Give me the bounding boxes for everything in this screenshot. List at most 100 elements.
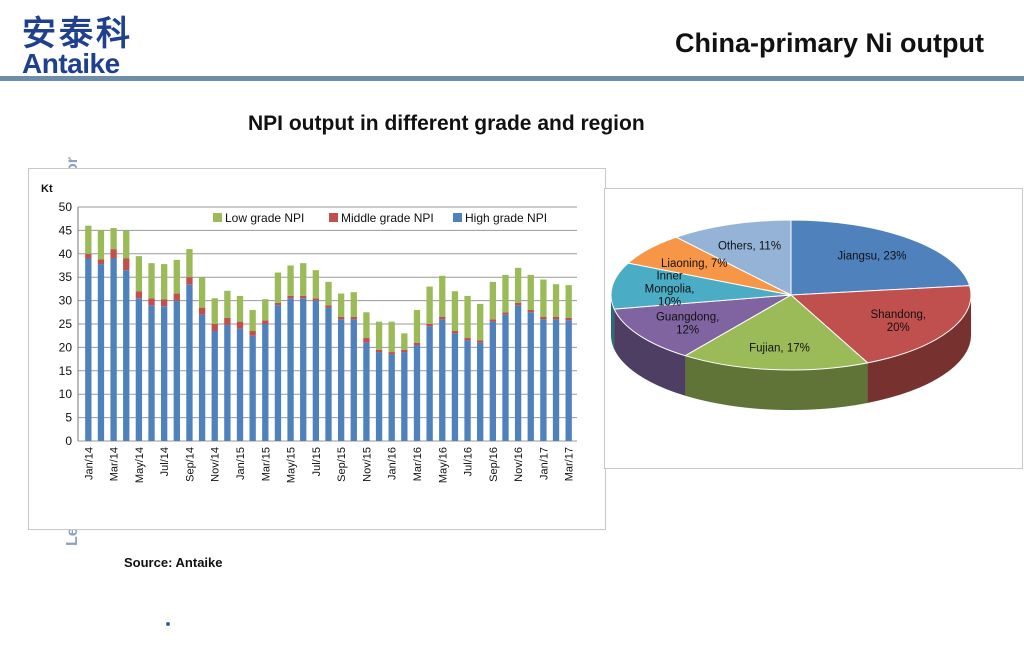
bar-segment xyxy=(477,303,484,341)
bar-segment xyxy=(325,305,332,308)
bar-segment xyxy=(325,307,332,441)
bar-segment xyxy=(161,299,168,307)
bar-segment xyxy=(527,312,534,441)
x-tick-label: Sep/14 xyxy=(184,447,196,482)
bar-segment xyxy=(224,324,231,441)
bar-segment xyxy=(337,319,345,441)
bar-segment xyxy=(426,326,433,441)
bar-chart-frame: 0 5 10 15 20 25 30 35 40 45 50 Kt Jan/14 Mar/14 May/14… xyxy=(28,168,606,530)
bar-segment xyxy=(565,285,572,318)
y-tick-label: 10 xyxy=(59,387,73,401)
legend-label: Middle grade NPI xyxy=(341,211,434,225)
bar-segment xyxy=(464,295,471,339)
x-tick-label: Jan/14 xyxy=(83,447,95,480)
legend-swatch xyxy=(213,213,222,222)
bar-segment xyxy=(477,340,484,343)
bar-segment xyxy=(173,300,180,441)
logo-chinese: 安泰科 xyxy=(22,14,133,54)
bar-segment xyxy=(401,333,408,350)
legend-label: Low grade NPI xyxy=(225,211,304,225)
bar-segment xyxy=(249,309,256,332)
bar-segment xyxy=(502,312,509,315)
pie-slice-label: Liaoning, 7% xyxy=(661,258,728,270)
bar-segment xyxy=(413,345,421,441)
bar-segment xyxy=(97,230,105,260)
bar-segment xyxy=(502,274,509,313)
bar-segment xyxy=(552,316,560,320)
pie-slice xyxy=(610,262,792,310)
bar-segment xyxy=(211,324,218,332)
bar-segment xyxy=(236,321,244,329)
bar-segment xyxy=(464,338,471,341)
bar-segment xyxy=(540,319,547,441)
bar-segment xyxy=(489,321,496,441)
x-tick-label: Mar/14 xyxy=(109,447,121,481)
bar-segment xyxy=(401,352,408,441)
bar-segment xyxy=(224,317,231,325)
bar-segment xyxy=(161,264,168,300)
pie-slice-label: Guangdong, 12% xyxy=(656,312,719,337)
bar-segment xyxy=(388,321,395,353)
bar-segment xyxy=(527,309,534,313)
bar-segment xyxy=(337,293,345,317)
bar-segment xyxy=(514,305,522,441)
y-tick-label: 5 xyxy=(65,411,72,425)
x-tick-label: May/16 xyxy=(437,447,449,483)
x-tick-label: Sep/15 xyxy=(336,447,348,482)
bar-segment xyxy=(97,259,105,265)
header-divider xyxy=(0,76,1024,81)
bar-segment xyxy=(363,342,370,441)
y-tick-label: 40 xyxy=(59,247,73,261)
bar-segment xyxy=(186,284,193,441)
x-tick-label: Nov/16 xyxy=(513,447,525,482)
bar-segment xyxy=(110,228,117,250)
x-tick-label: Nov/15 xyxy=(361,447,373,482)
bar-segment xyxy=(148,298,155,306)
bar-segment xyxy=(540,316,547,320)
x-tick-label: Jan/16 xyxy=(387,447,399,480)
bar-segment xyxy=(552,284,560,317)
bar-segment xyxy=(363,312,370,339)
x-tick-label: Jan/15 xyxy=(235,447,247,480)
bar-segment xyxy=(300,298,307,441)
legend-label: High grade NPI xyxy=(465,211,547,225)
bar-segment xyxy=(262,324,269,441)
bar-segment xyxy=(527,274,534,310)
x-tick-label: Sep/16 xyxy=(488,447,500,482)
bar-segment xyxy=(198,307,206,315)
bar-segment xyxy=(123,258,130,271)
x-tick-label: May/15 xyxy=(286,447,298,483)
bar-segment xyxy=(375,352,383,441)
bar-segment xyxy=(274,272,282,303)
x-tick-label: Jul/14 xyxy=(159,447,171,476)
bar-segment xyxy=(173,293,180,301)
bar-segment xyxy=(325,281,332,306)
bar-segment xyxy=(236,328,244,441)
slide-subtitle: NPI output in different grade and region xyxy=(248,112,645,135)
x-tick-label: Mar/16 xyxy=(412,447,424,481)
y-tick-label: 30 xyxy=(59,294,73,308)
legend-swatch xyxy=(329,213,338,222)
pie-slice-label: Others, 11% xyxy=(718,241,781,253)
bar-segment xyxy=(514,302,522,306)
x-tick-label: Mar/17 xyxy=(564,447,576,481)
bar-segment xyxy=(262,320,269,324)
bar-segment xyxy=(350,292,357,317)
bar-segment xyxy=(262,299,269,321)
bar-segment xyxy=(85,225,92,254)
bar-segment xyxy=(312,298,320,301)
bar-segment xyxy=(148,263,155,299)
bar-segment xyxy=(477,342,484,441)
bar-segment xyxy=(186,249,193,278)
bar-segment xyxy=(135,256,143,292)
bar-segment xyxy=(363,338,370,343)
x-tick-label: Jul/16 xyxy=(463,447,475,476)
source-note: Source: Antaike xyxy=(124,555,223,570)
x-tick-label: May/14 xyxy=(134,447,146,483)
y-tick-label: 45 xyxy=(59,223,73,237)
bar-segment xyxy=(300,295,307,299)
y-tick-label: 0 xyxy=(65,434,72,448)
bar-segment xyxy=(135,298,143,441)
bar-segment xyxy=(211,298,218,324)
bar-segment xyxy=(85,258,92,441)
